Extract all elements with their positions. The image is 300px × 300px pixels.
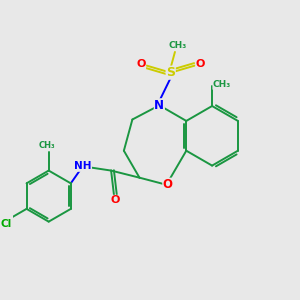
Text: CH₃: CH₃ (213, 80, 231, 89)
Text: CH₃: CH₃ (169, 41, 187, 50)
Text: O: O (163, 178, 173, 191)
Text: O: O (196, 59, 205, 69)
Text: N: N (154, 99, 164, 112)
Text: O: O (111, 195, 120, 206)
Text: CH₃: CH₃ (39, 140, 56, 149)
Text: O: O (136, 59, 146, 69)
Text: S: S (166, 66, 175, 79)
Text: Cl: Cl (1, 219, 12, 229)
Text: NH: NH (74, 161, 92, 171)
